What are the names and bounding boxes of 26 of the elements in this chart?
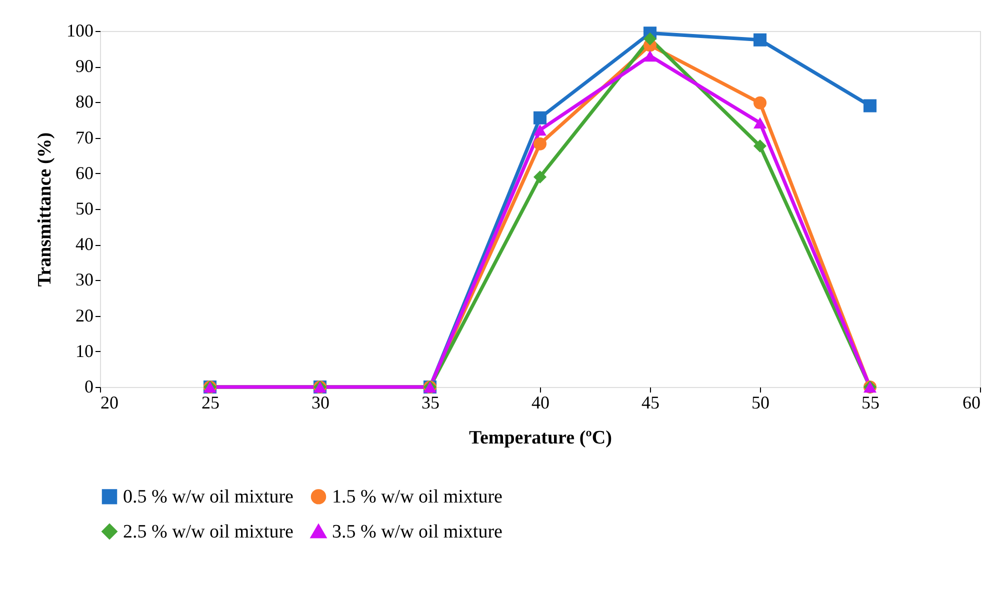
y-tick-label: 70 <box>76 127 94 148</box>
x-axis-title: Temperature (ºC) <box>469 428 612 448</box>
legend-label: 1.5 % w/w oil mixture <box>332 486 502 508</box>
y-tick-label: 10 <box>76 340 94 361</box>
x-tick-label: 30 <box>312 392 330 412</box>
legend-label: 2.5 % w/w oil mixture <box>123 522 294 542</box>
x-tick-label: 45 <box>642 392 660 412</box>
legend-label: 3.5 % w/w oil mixture <box>332 522 502 542</box>
y-tick-label: 80 <box>76 92 94 112</box>
y-tick-label: 0 <box>84 376 94 396</box>
x-tick-label: 50 <box>752 392 770 412</box>
y-axis-title: Transmittance (%) <box>34 132 56 287</box>
x-tick-label: 60 <box>962 392 980 412</box>
x-tick-label: 35 <box>422 392 440 412</box>
y-tick-label: 40 <box>76 234 94 254</box>
y-tick-label: 50 <box>76 198 94 218</box>
legend-label: 0.5 % w/w oil mixture <box>123 486 294 508</box>
y-tick-label: 30 <box>76 270 94 290</box>
x-tick-label: 25 <box>202 392 220 412</box>
y-tick-label: 20 <box>76 305 94 326</box>
y-tick-label: 90 <box>76 56 94 76</box>
x-tick-label: 55 <box>862 392 880 412</box>
y-tick-label: 60 <box>76 162 94 183</box>
y-tick-label: 100 <box>66 20 94 40</box>
x-tick-label: 40 <box>532 392 550 412</box>
x-tick-label: 20 <box>100 392 118 412</box>
